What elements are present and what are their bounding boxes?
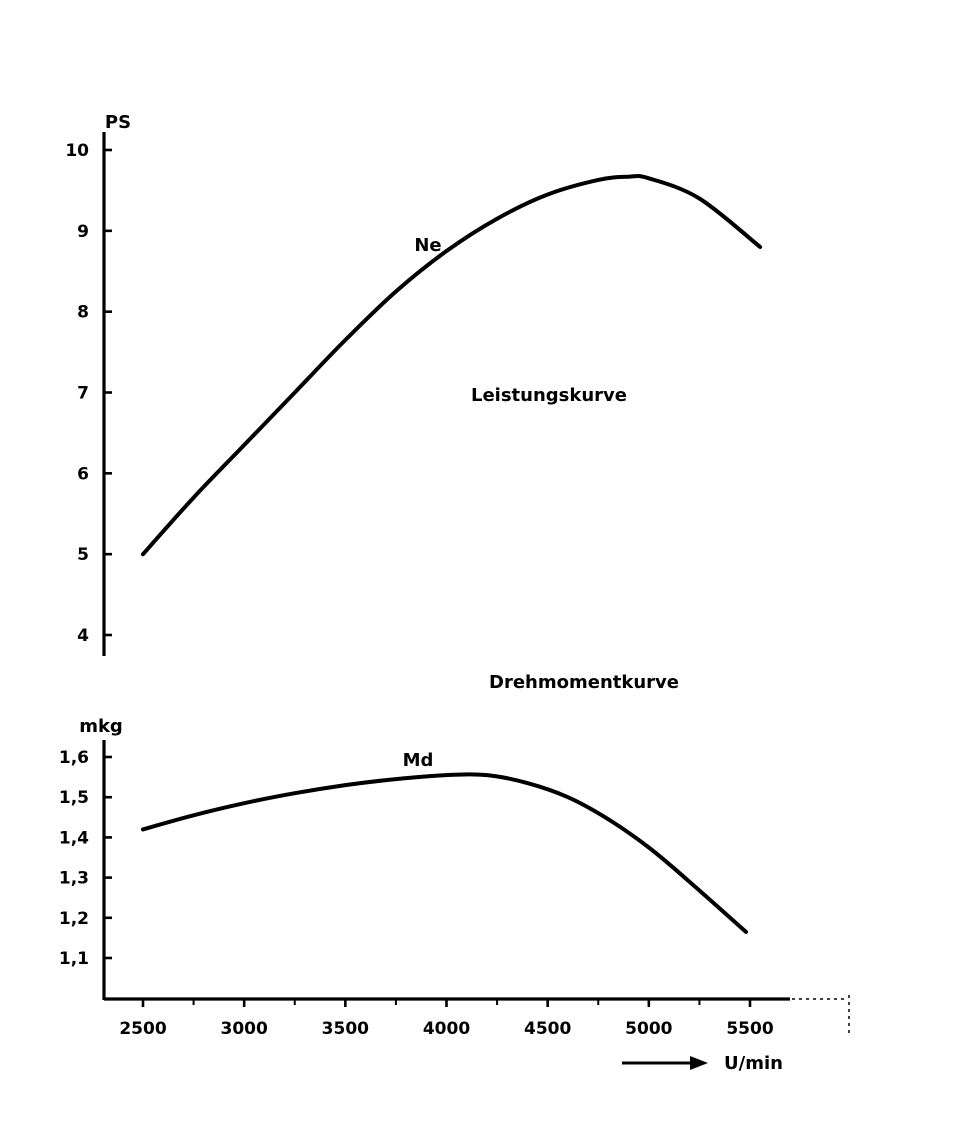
series-label-md: Md bbox=[403, 750, 434, 771]
torque-y-tick-label: 1,3 bbox=[59, 869, 89, 889]
torque-x-ticklabels: 2500 3000 3500 4000 4500 5000 5500 bbox=[119, 1019, 773, 1039]
series-label-ne: Ne bbox=[414, 235, 441, 256]
power-chart-title: Leistungskurve bbox=[471, 385, 627, 406]
x-axis-label: U/min bbox=[724, 1053, 783, 1074]
torque-x-tick-label: 3500 bbox=[322, 1019, 369, 1039]
torque-y-tick-label: 1,2 bbox=[59, 909, 89, 929]
series-line-md bbox=[141, 772, 748, 934]
power-y-ticks bbox=[104, 148, 112, 637]
power-y-axis-label: PS bbox=[105, 112, 131, 133]
power-y-tick-label: 5 bbox=[77, 545, 89, 565]
torque-y-tick-label: 1,1 bbox=[59, 949, 89, 969]
torque-x-tick-label: 4000 bbox=[423, 1019, 470, 1039]
power-y-tick-label: 8 bbox=[77, 303, 89, 323]
torque-x-tick-label: 4500 bbox=[524, 1019, 571, 1039]
torque-x-tick-label: 5000 bbox=[625, 1019, 672, 1039]
torque-y-ticklabels: 1,1 1,2 1,3 1,4 1,5 1,6 bbox=[59, 748, 89, 969]
power-y-tick-label: 10 bbox=[65, 141, 89, 161]
power-chart: 4 5 6 7 8 9 10 PS Ne Leistungskurve bbox=[65, 112, 763, 656]
power-y-tick-label: 6 bbox=[77, 464, 89, 484]
torque-y-tick-label: 1,4 bbox=[59, 828, 89, 848]
torque-chart-title: Drehmomentkurve bbox=[489, 672, 679, 693]
torque-x-tick-label: 3000 bbox=[221, 1019, 268, 1039]
power-y-tick-label: 7 bbox=[77, 384, 89, 404]
power-y-ticklabels: 4 5 6 7 8 9 10 bbox=[65, 141, 89, 646]
torque-x-ticks bbox=[141, 999, 752, 1007]
torque-chart: 1,1 1,2 1,3 1,4 1,5 1,6 2500 3000 3500 4000 4500 5… bbox=[59, 672, 850, 1074]
torque-y-tick-label: 1,5 bbox=[59, 788, 89, 808]
torque-y-ticks bbox=[104, 755, 112, 960]
power-y-tick-label: 4 bbox=[77, 626, 89, 646]
power-y-tick-label: 9 bbox=[77, 222, 89, 242]
series-line-ne bbox=[141, 174, 763, 557]
torque-y-tick-label: 1,6 bbox=[59, 748, 89, 768]
torque-x-minor-ticks bbox=[192, 999, 701, 1005]
torque-x-tick-label: 5500 bbox=[726, 1019, 773, 1039]
torque-x-tick-label: 2500 bbox=[119, 1019, 166, 1039]
x-axis-arrow-head bbox=[690, 1056, 708, 1070]
torque-y-axis-label: mkg bbox=[79, 716, 123, 737]
